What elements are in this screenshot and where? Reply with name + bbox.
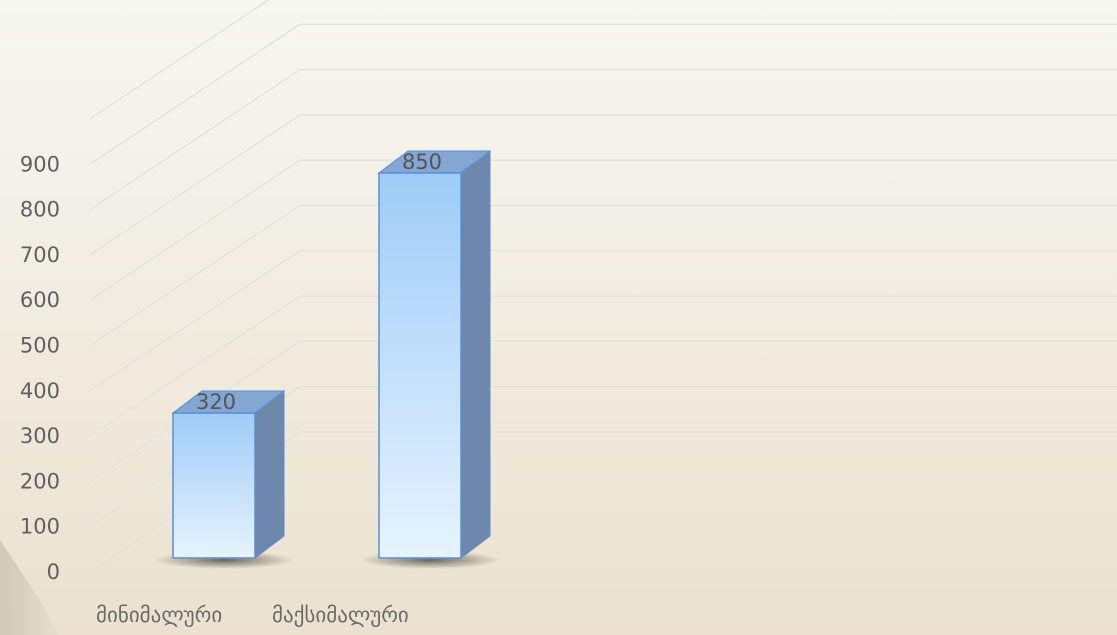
x-category-label: მაქსიმალური [272, 603, 409, 627]
data-labels: 320 850 [196, 150, 442, 414]
bar-front-face [172, 412, 256, 559]
y-tick-label: 500 [20, 334, 60, 358]
bar [360, 149, 500, 569]
y-tick-label: 400 [20, 379, 60, 403]
gridline [89, 295, 1117, 437]
gridline [89, 114, 1117, 256]
gridline [89, 386, 1117, 528]
bar-front-face [378, 172, 462, 559]
y-tick-label: 100 [20, 515, 60, 539]
y-tick-label: 200 [20, 469, 60, 493]
y-tick-label: 0 [47, 560, 60, 584]
y-tick-label: 800 [20, 198, 60, 222]
page-curl-decoration [0, 540, 58, 635]
bar-side-face [254, 390, 285, 560]
bar [154, 390, 294, 569]
y-tick-label: 300 [20, 424, 60, 448]
gridline [89, 0, 270, 120]
y-tick-label: 700 [20, 243, 60, 267]
bar-side-face [460, 149, 491, 560]
bars [154, 149, 500, 569]
data-label: 320 [196, 390, 236, 414]
gridline [89, 431, 1117, 573]
gridline [89, 340, 1117, 482]
y-tick-label: 600 [20, 288, 60, 312]
gridlines [89, 0, 1117, 573]
gridline [89, 250, 1117, 392]
x-axis: მინიმალური მაქსიმალური [96, 603, 409, 627]
x-category-label: მინიმალური [96, 603, 222, 627]
gridline [89, 23, 1117, 165]
y-tick-label: 900 [20, 152, 60, 176]
gridline [89, 68, 1117, 211]
gridline [89, 159, 1117, 301]
gridline [89, 204, 1117, 347]
data-label: 850 [402, 150, 442, 174]
y-axis: 0 100 200 300 400 500 600 700 800 900 [20, 152, 60, 584]
